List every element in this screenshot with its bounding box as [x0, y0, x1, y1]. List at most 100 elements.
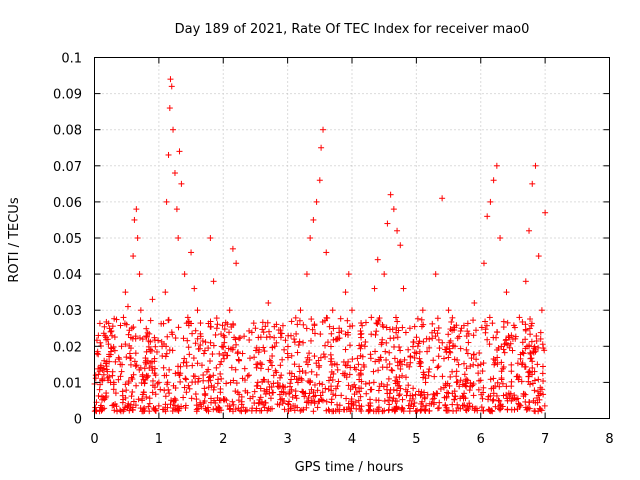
data-point [176, 405, 183, 412]
data-point [451, 396, 458, 403]
data-point [367, 386, 374, 393]
data-point [139, 391, 146, 398]
data-point [255, 334, 262, 341]
data-point [493, 392, 500, 399]
data-point [149, 296, 156, 303]
data-point [470, 361, 477, 368]
data-point [480, 260, 487, 267]
data-point [162, 393, 169, 400]
data-point [165, 316, 172, 323]
data-point [145, 372, 152, 379]
data-point [532, 348, 539, 355]
data-point [399, 372, 406, 379]
data-point [397, 358, 404, 365]
data-point [265, 378, 272, 385]
data-point [263, 334, 270, 341]
data-point [531, 368, 538, 375]
data-point [214, 394, 221, 401]
data-point [477, 377, 484, 384]
data-point [419, 398, 426, 405]
data-point [100, 371, 107, 378]
data-point [230, 401, 237, 408]
data-point [526, 343, 533, 350]
data-point [529, 380, 536, 387]
data-point [334, 336, 341, 343]
data-point [336, 408, 343, 415]
data-point [116, 356, 123, 363]
data-point [505, 333, 512, 340]
data-point [374, 256, 381, 263]
data-point [527, 355, 534, 362]
data-point [195, 405, 202, 412]
data-point [430, 401, 437, 408]
data-point [395, 327, 402, 334]
data-point [356, 385, 363, 392]
data-point [327, 374, 334, 381]
data-point [216, 350, 223, 357]
data-point [342, 362, 349, 369]
data-point [318, 144, 325, 151]
data-point [139, 371, 146, 378]
data-point [132, 333, 139, 340]
data-point [127, 334, 134, 341]
data-point [288, 370, 295, 377]
data-point [539, 370, 546, 377]
data-point [445, 331, 452, 338]
data-point [309, 326, 316, 333]
data-point [375, 367, 382, 374]
data-point [417, 392, 424, 399]
data-point [351, 381, 358, 388]
data-point [205, 377, 212, 384]
data-point [265, 366, 272, 373]
data-point [117, 361, 124, 368]
data-point [328, 361, 335, 368]
data-point [514, 373, 521, 380]
data-point [147, 317, 154, 324]
data-point [310, 216, 317, 223]
data-point [415, 340, 422, 347]
data-point [123, 387, 130, 394]
data-point [155, 379, 162, 386]
data-point [109, 323, 116, 330]
data-point [267, 359, 274, 366]
data-point [323, 249, 330, 256]
data-point [200, 372, 207, 379]
data-point [223, 380, 230, 387]
data-point [368, 331, 375, 338]
data-point [97, 364, 104, 371]
data-point [273, 339, 280, 346]
data-point [508, 332, 515, 339]
data-point [531, 377, 538, 384]
data-point [305, 394, 312, 401]
data-point [137, 364, 144, 371]
data-point [504, 395, 511, 402]
data-point [281, 346, 288, 353]
data-point [331, 360, 338, 367]
data-point [103, 318, 110, 325]
data-point [425, 372, 432, 379]
data-point [540, 391, 547, 398]
data-point [188, 249, 195, 256]
data-point [352, 399, 359, 406]
data-point [122, 381, 129, 388]
data-point [217, 397, 224, 404]
data-point [122, 289, 129, 296]
data-point [260, 401, 267, 408]
data-point [330, 391, 337, 398]
data-point [443, 343, 450, 350]
data-point [233, 380, 240, 387]
data-point [390, 206, 397, 213]
data-point [490, 355, 497, 362]
data-point [492, 359, 499, 366]
data-point [256, 396, 263, 403]
data-point [406, 408, 413, 415]
data-point [448, 318, 455, 325]
data-point [493, 162, 500, 169]
data-point [412, 391, 419, 398]
data-point [180, 359, 187, 366]
data-point [246, 336, 253, 343]
data-point [221, 326, 228, 333]
data-point [319, 397, 326, 404]
data-point [181, 271, 188, 278]
data-point [465, 339, 472, 346]
